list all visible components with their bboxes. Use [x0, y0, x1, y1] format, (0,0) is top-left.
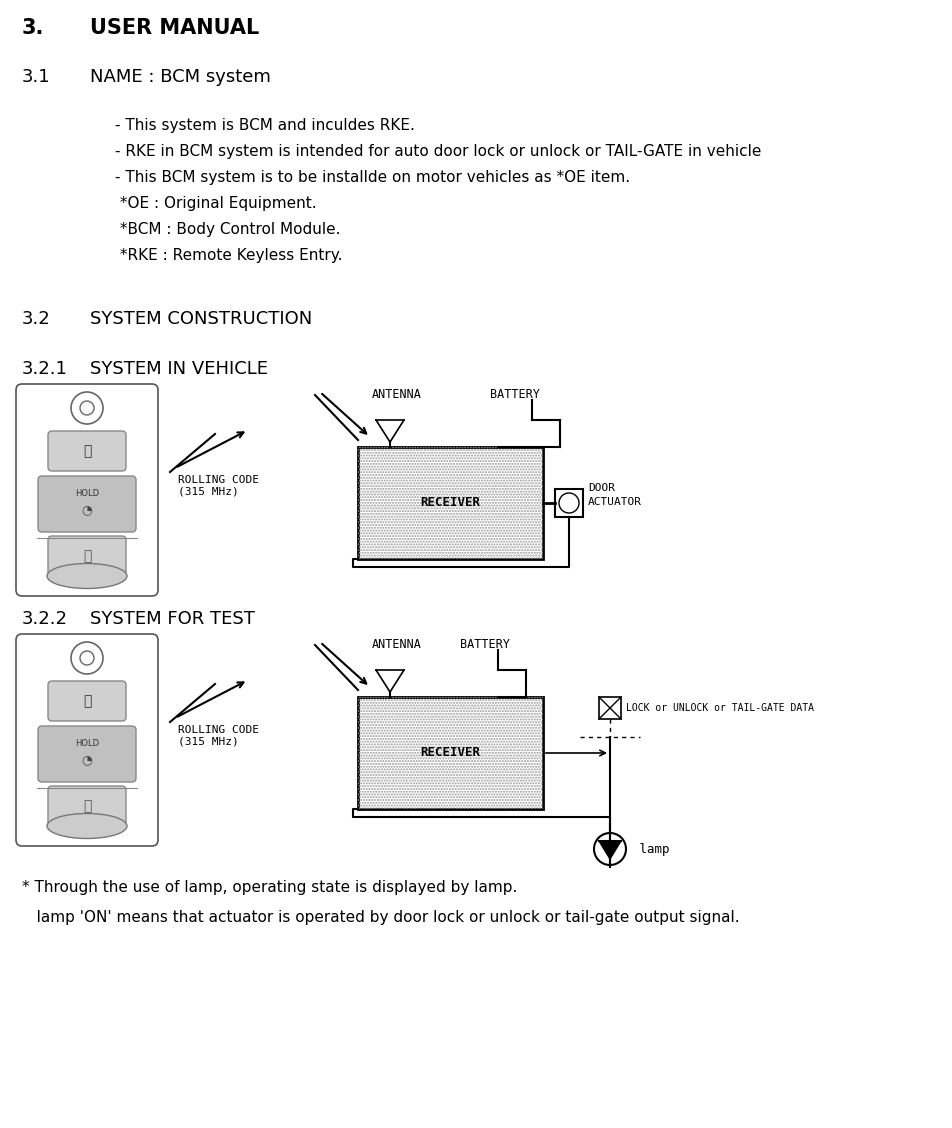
Text: SYSTEM FOR TEST: SYSTEM FOR TEST	[90, 610, 255, 628]
Text: ROLLING CODE
(315 MHz): ROLLING CODE (315 MHz)	[178, 475, 259, 496]
Text: lamp: lamp	[632, 843, 669, 855]
Bar	[358, 447, 543, 559]
Text: RECEIVER: RECEIVER	[421, 496, 481, 510]
Text: - RKE in BCM system is intended for auto door lock or unlock or TAIL-GATE in veh: - RKE in BCM system is intended for auto…	[115, 144, 762, 159]
Text: BATTERY: BATTERY	[460, 638, 510, 651]
Text: ⚿: ⚿	[83, 694, 91, 708]
Text: 3.2.1: 3.2.1	[22, 360, 68, 378]
FancyBboxPatch shape	[38, 476, 136, 532]
Circle shape	[559, 493, 579, 513]
Text: HOLD: HOLD	[75, 490, 99, 499]
Text: SYSTEM IN VEHICLE: SYSTEM IN VEHICLE	[90, 360, 268, 378]
Circle shape	[71, 393, 103, 424]
Text: *RKE : Remote Keyless Entry.: *RKE : Remote Keyless Entry.	[115, 248, 343, 263]
Text: ANTENNA: ANTENNA	[372, 388, 422, 400]
Circle shape	[80, 651, 94, 666]
Text: *OE : Original Equipment.: *OE : Original Equipment.	[115, 196, 317, 211]
FancyBboxPatch shape	[48, 431, 126, 472]
Text: ◔: ◔	[82, 754, 92, 767]
Bar	[555, 490, 583, 517]
FancyBboxPatch shape	[16, 634, 158, 846]
FancyBboxPatch shape	[48, 681, 126, 721]
Bar	[358, 447, 543, 559]
Text: ANTENNA: ANTENNA	[372, 638, 422, 651]
Circle shape	[80, 400, 94, 415]
Text: USER MANUAL: USER MANUAL	[90, 18, 259, 38]
FancyBboxPatch shape	[38, 726, 136, 782]
Circle shape	[71, 642, 103, 675]
Text: - This system is BCM and inculdes RKE.: - This system is BCM and inculdes RKE.	[115, 118, 415, 133]
Circle shape	[594, 832, 626, 865]
FancyBboxPatch shape	[48, 786, 126, 826]
Text: ⚿: ⚿	[83, 444, 91, 458]
Text: HOLD: HOLD	[75, 740, 99, 749]
Text: ⚿: ⚿	[83, 549, 91, 563]
Text: 3.2: 3.2	[22, 310, 50, 328]
Text: BATTERY: BATTERY	[490, 388, 540, 400]
FancyBboxPatch shape	[48, 536, 126, 576]
Polygon shape	[599, 841, 621, 860]
Ellipse shape	[47, 564, 127, 589]
Text: 3.1: 3.1	[22, 68, 50, 86]
Ellipse shape	[47, 813, 127, 838]
FancyBboxPatch shape	[16, 384, 158, 596]
Text: * Through the use of lamp, operating state is displayed by lamp.: * Through the use of lamp, operating sta…	[22, 880, 517, 895]
Text: ⚿: ⚿	[83, 799, 91, 813]
Text: LOCK or UNLOCK or TAIL-GATE DATA: LOCK or UNLOCK or TAIL-GATE DATA	[626, 703, 814, 713]
Text: ROLLING CODE
(315 MHz): ROLLING CODE (315 MHz)	[178, 725, 259, 747]
Text: ◔: ◔	[82, 503, 92, 517]
Text: *BCM : Body Control Module.: *BCM : Body Control Module.	[115, 222, 341, 237]
Text: lamp 'ON' means that actuator is operated by door lock or unlock or tail-gate ou: lamp 'ON' means that actuator is operate…	[22, 910, 740, 925]
Bar	[358, 697, 543, 809]
Text: NAME : BCM system: NAME : BCM system	[90, 68, 271, 86]
Bar	[599, 697, 621, 719]
Text: 3.: 3.	[22, 18, 45, 38]
Text: 3.2.2: 3.2.2	[22, 610, 68, 628]
Text: RECEIVER: RECEIVER	[421, 747, 481, 759]
Text: SYSTEM CONSTRUCTION: SYSTEM CONSTRUCTION	[90, 310, 312, 328]
Text: - This BCM system is to be installde on motor vehicles as *OE item.: - This BCM system is to be installde on …	[115, 170, 630, 185]
Bar	[358, 697, 543, 809]
Text: DOOR
ACTUATOR: DOOR ACTUATOR	[588, 484, 642, 506]
